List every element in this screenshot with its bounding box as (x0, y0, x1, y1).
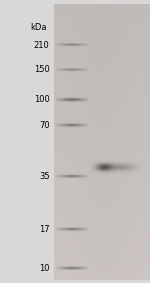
Text: 35: 35 (39, 172, 50, 181)
Text: kDa: kDa (30, 23, 46, 32)
Text: 70: 70 (39, 121, 50, 130)
Text: 10: 10 (39, 264, 50, 273)
Text: 150: 150 (34, 65, 50, 74)
Text: 100: 100 (34, 95, 50, 104)
Text: 17: 17 (39, 225, 50, 234)
Text: 210: 210 (34, 40, 50, 50)
